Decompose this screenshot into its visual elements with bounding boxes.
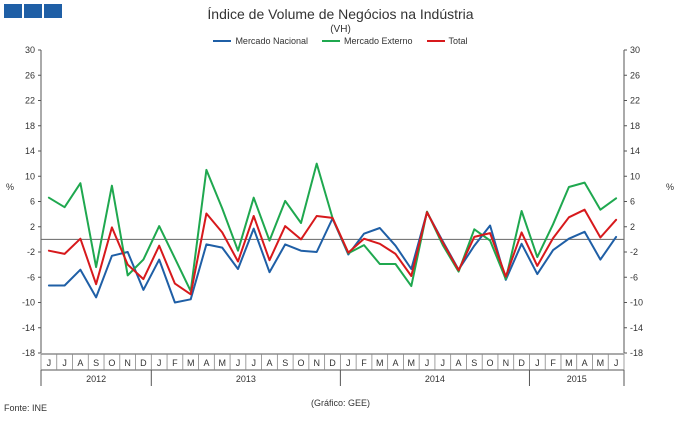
legend-label-externo: Mercado Externo (343, 36, 413, 46)
month-label: M (376, 358, 384, 368)
y-tick-label-right: 2 (630, 222, 635, 232)
y-tick-label-right: -18 (630, 348, 643, 358)
month-label: S (471, 358, 477, 368)
y-tick-label-left: 6 (30, 197, 35, 207)
legend-swatch-total (426, 40, 445, 42)
month-label: F (550, 358, 556, 368)
month-label: A (456, 358, 462, 368)
month-label: N (313, 358, 320, 368)
month-label: D (140, 358, 147, 368)
month-label: O (108, 358, 115, 368)
logo-square-3 (44, 4, 62, 18)
legend-label-nacional: Mercado Nacional (235, 36, 308, 46)
y-tick-label-left: -2 (27, 247, 35, 257)
y-tick-label-left: -10 (22, 298, 35, 308)
month-label: J (157, 358, 162, 368)
month-label: A (393, 358, 399, 368)
series-line-total (47, 208, 618, 296)
month-label: N (503, 358, 510, 368)
year-label: 2015 (567, 374, 587, 384)
month-label: S (282, 358, 288, 368)
y-tick-label-left: 18 (25, 121, 35, 131)
y-unit-label-right: % (666, 182, 674, 192)
month-label: D (329, 358, 336, 368)
y-tick-label-right: 22 (630, 96, 640, 106)
month-label: A (77, 358, 83, 368)
month-label: J (47, 358, 52, 368)
month-label: M (187, 358, 195, 368)
series-line-nacional (47, 211, 618, 304)
y-tick-label-left: 22 (25, 96, 35, 106)
month-label: N (124, 358, 131, 368)
month-label: O (297, 358, 304, 368)
legend-item-externo: Mercado Externo (321, 36, 413, 46)
legend-item-nacional: Mercado Nacional (213, 36, 308, 46)
legend-swatch-nacional (213, 40, 232, 42)
series-line-externo (47, 162, 618, 293)
month-label: J (441, 358, 446, 368)
legend-item-total: Total (426, 36, 468, 46)
y-tick-label-left: 14 (25, 146, 35, 156)
y-tick-label-right: 6 (630, 197, 635, 207)
year-label: 2013 (236, 374, 256, 384)
year-label: 2014 (425, 374, 445, 384)
y-tick-label-left: 10 (25, 171, 35, 181)
month-label: J (62, 358, 67, 368)
month-label: J (425, 358, 430, 368)
y-tick-label-right: 10 (630, 171, 640, 181)
month-label: J (251, 358, 256, 368)
y-tick-label-left: 30 (25, 45, 35, 55)
y-tick-label-right: 14 (630, 146, 640, 156)
y-tick-label-right: 18 (630, 121, 640, 131)
y-tick-label-right: 30 (630, 45, 640, 55)
y-tick-label-left: 26 (25, 70, 35, 80)
month-label: S (93, 358, 99, 368)
month-label: D (518, 358, 525, 368)
y-tick-label-left: -14 (22, 323, 35, 333)
legend-swatch-externo (321, 40, 340, 42)
month-label: J (535, 358, 540, 368)
y-tick-label-left: 2 (30, 222, 35, 232)
month-label: M (218, 358, 226, 368)
y-tick-label-left: -6 (27, 272, 35, 282)
y-tick-label-right: 26 (630, 70, 640, 80)
y-tick-label-left: -18 (22, 348, 35, 358)
month-label: A (203, 358, 209, 368)
month-label: J (236, 358, 241, 368)
logo-square-2 (24, 4, 42, 18)
month-label: O (487, 358, 494, 368)
y-tick-label-right: -2 (630, 247, 638, 257)
legend-label-total: Total (448, 36, 468, 46)
y-tick-label-right: -10 (630, 298, 643, 308)
chart-subtitle: (VH) (330, 24, 351, 35)
month-label: F (361, 358, 367, 368)
chart-credit: (Gráfico: GEE) (310, 398, 370, 408)
month-label: A (582, 358, 588, 368)
chart-title: Índice de Volume de Negócios na Indústri… (207, 6, 474, 22)
month-label: M (565, 358, 573, 368)
month-label: M (408, 358, 416, 368)
logo-square-1 (4, 4, 22, 18)
y-unit-label-left: % (6, 182, 14, 192)
year-label: 2012 (86, 374, 106, 384)
y-tick-label-right: -14 (630, 323, 643, 333)
y-tick-label-right: -6 (630, 272, 638, 282)
legend: Mercado Nacional Mercado Externo Total (0, 36, 681, 46)
month-label: J (614, 358, 619, 368)
month-label: M (597, 358, 605, 368)
chart-source: Fonte: INE (4, 403, 48, 413)
month-label: A (266, 358, 272, 368)
month-label: F (172, 358, 178, 368)
month-label: J (346, 358, 351, 368)
